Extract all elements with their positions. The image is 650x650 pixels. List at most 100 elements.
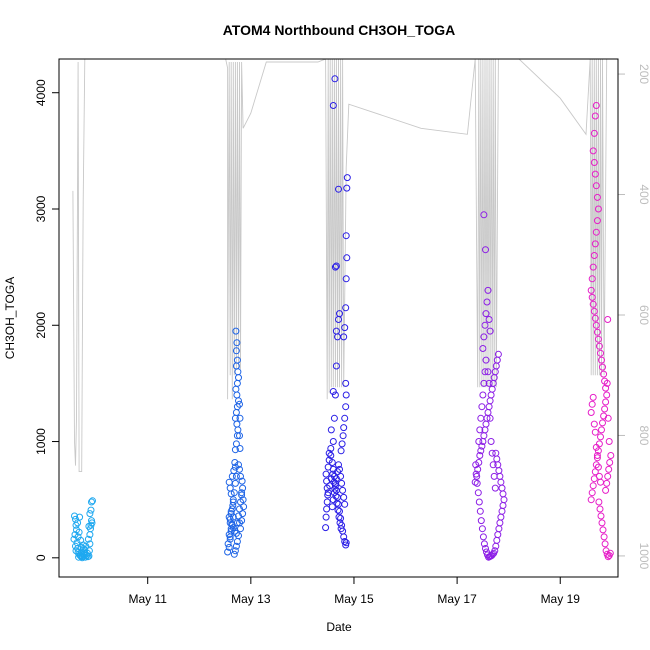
data-point: [235, 461, 242, 469]
data-point: [340, 533, 348, 541]
data-point: [603, 391, 611, 399]
data-point: [496, 472, 504, 480]
data-point: [231, 459, 239, 466]
data-point: [227, 527, 235, 535]
data-point: [331, 485, 339, 493]
data-point: [338, 440, 346, 448]
data-point: [495, 467, 503, 475]
data-point: [233, 391, 241, 399]
data-point: [335, 316, 342, 323]
data-point: [476, 507, 484, 515]
data-point: [479, 391, 487, 399]
data-point: [599, 526, 607, 534]
data-point: [326, 482, 334, 490]
data-point: [475, 498, 483, 506]
y-tick-label: 0: [34, 554, 48, 561]
data-point: [77, 543, 85, 551]
data-point: [336, 310, 343, 318]
data-point: [74, 533, 82, 541]
data-point: [481, 321, 489, 329]
data-point: [328, 459, 336, 466]
data-point: [236, 445, 244, 452]
data-point: [337, 525, 345, 533]
data-point: [494, 531, 502, 539]
data-point: [327, 426, 335, 434]
data-point: [602, 486, 610, 494]
axes-layer: May 11 May 13 May 15 May 17 May 19 0 1000 2000 3…: [34, 64, 650, 606]
data-point: [335, 185, 342, 193]
data-point: [343, 174, 351, 182]
data-point: [490, 472, 498, 480]
data-point: [343, 184, 351, 192]
data-point: [338, 479, 346, 487]
data-point: [86, 510, 94, 518]
data-point: [598, 426, 605, 434]
data-point: [606, 549, 614, 557]
data-point: [85, 522, 93, 530]
data-point: [474, 465, 482, 473]
data-point: [602, 384, 610, 392]
data-point: [332, 362, 340, 370]
data-point: [342, 391, 350, 399]
data-point: [588, 275, 596, 283]
data-point: [594, 335, 602, 343]
data-point: [331, 391, 339, 399]
data-point: [605, 438, 613, 445]
data-point: [601, 540, 609, 548]
data-point: [598, 356, 605, 364]
data-point: [329, 470, 337, 478]
data-point: [493, 536, 501, 544]
data-point: [595, 498, 603, 506]
data-point: [486, 397, 494, 405]
data-point: [590, 420, 598, 428]
data-point: [88, 498, 95, 506]
chart-title: ATOM4 Northbound CH3OH_TOGA: [223, 22, 456, 38]
data-point: [604, 472, 612, 480]
data-point: [224, 548, 232, 556]
data-point: [335, 461, 342, 469]
data-point: [590, 307, 598, 315]
data-point: [591, 240, 599, 248]
data-point: [603, 479, 611, 487]
data-point: [495, 525, 503, 533]
data-point: [591, 428, 599, 436]
x-tick-label: May 17: [437, 592, 477, 606]
y-axis-label: CH3OH_TOGA: [3, 277, 17, 359]
data-point: [332, 327, 340, 335]
data-point: [484, 368, 492, 376]
data-point: [239, 496, 247, 504]
data-point: [341, 414, 349, 422]
data-point: [236, 432, 243, 440]
data-point: [232, 347, 240, 355]
right-tick-label: 600: [637, 305, 650, 325]
data-point: [474, 489, 482, 497]
data-point: [484, 551, 491, 559]
data-point: [594, 463, 602, 471]
data-point: [231, 547, 239, 555]
data-point: [481, 368, 489, 376]
data-point: [485, 379, 493, 387]
pressure-layer: [72, 59, 608, 473]
data-point: [595, 472, 603, 480]
x-tick-label: May 11: [128, 592, 167, 606]
data-point: [497, 513, 505, 521]
data-point: [587, 496, 595, 504]
data-point: [237, 472, 244, 480]
data-point: [601, 405, 609, 413]
points-layer: [70, 75, 615, 562]
data-point: [89, 497, 96, 505]
data-point: [603, 379, 611, 387]
data-point: [605, 465, 613, 473]
data-point: [323, 505, 331, 513]
data-point: [234, 426, 242, 434]
y-tick-label: 4000: [34, 79, 48, 106]
data-point: [322, 470, 330, 478]
data-point: [327, 445, 335, 452]
data-point: [483, 298, 491, 306]
data-point: [71, 512, 78, 520]
data-point: [593, 328, 601, 336]
data-point: [328, 503, 336, 511]
data-point: [592, 443, 600, 451]
data-point: [341, 500, 349, 508]
